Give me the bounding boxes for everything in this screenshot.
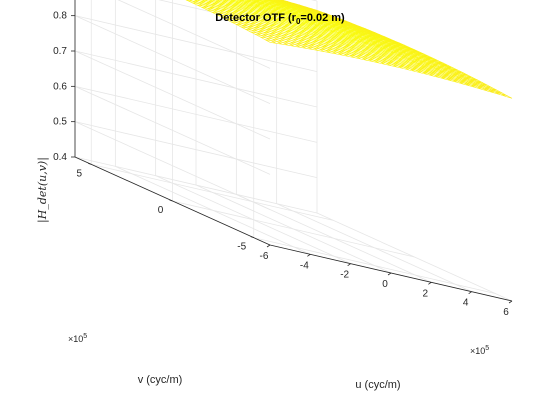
grid-line-x — [195, 0, 392, 274]
z-tick-label: 0.4 — [53, 152, 67, 163]
x-tick-mark — [428, 282, 432, 285]
chart-title-subscript: 0 — [296, 17, 301, 26]
grid-line-x — [114, 0, 311, 255]
x-tick-mark — [347, 263, 351, 266]
y-tick-mark — [250, 236, 254, 239]
x-tick-label: 0 — [382, 279, 388, 290]
x-exponent: ×105 — [470, 345, 489, 356]
x-tick-label: 2 — [423, 288, 429, 299]
x-tick-label: 4 — [463, 298, 469, 309]
y-exponent: ×105 — [68, 333, 87, 344]
x-tick-mark — [508, 300, 513, 304]
grid-line-x — [155, 0, 351, 265]
z-tick-label: 0.8 — [53, 11, 67, 22]
x-tick-label: -6 — [260, 251, 269, 262]
chart-title-suffix: =0.02 m) — [300, 12, 345, 24]
z-axis-label: |H_det(u,v)| — [36, 157, 50, 223]
x-tick-label: -2 — [340, 270, 349, 281]
x-axis-label: u (cyc/m) — [355, 379, 400, 391]
chart-title-main: Detector OTF (r — [215, 12, 296, 24]
chart-title: Detector OTF (r0=0.02 m) — [215, 12, 345, 26]
grid-line-x — [316, 1, 513, 302]
x-tick-label: -4 — [300, 260, 309, 271]
x-tick-mark — [266, 244, 271, 248]
axis-lines — [71, 0, 513, 304]
x-tick-mark — [468, 291, 472, 294]
z-tick-label: 0.5 — [53, 117, 67, 128]
y-tick-label: 5 — [76, 168, 82, 179]
y-tick-mark — [169, 199, 173, 202]
surface-cell — [500, 93, 513, 99]
x-tick-mark — [307, 254, 311, 257]
y-tick-label: 0 — [158, 205, 164, 216]
z-tick-label: 0.7 — [53, 46, 67, 57]
y-axis-label: v (cyc/m) — [138, 374, 183, 386]
grid-line-x — [276, 0, 472, 293]
y-tick-mark — [88, 162, 92, 165]
y-tick-label: -5 — [237, 242, 246, 253]
x-tick-mark — [387, 272, 392, 276]
z-tick-label: 0.6 — [53, 81, 67, 92]
surface-mesh — [185, 0, 513, 99]
x-tick-label: 6 — [503, 307, 509, 318]
grid-line-x — [235, 0, 432, 283]
